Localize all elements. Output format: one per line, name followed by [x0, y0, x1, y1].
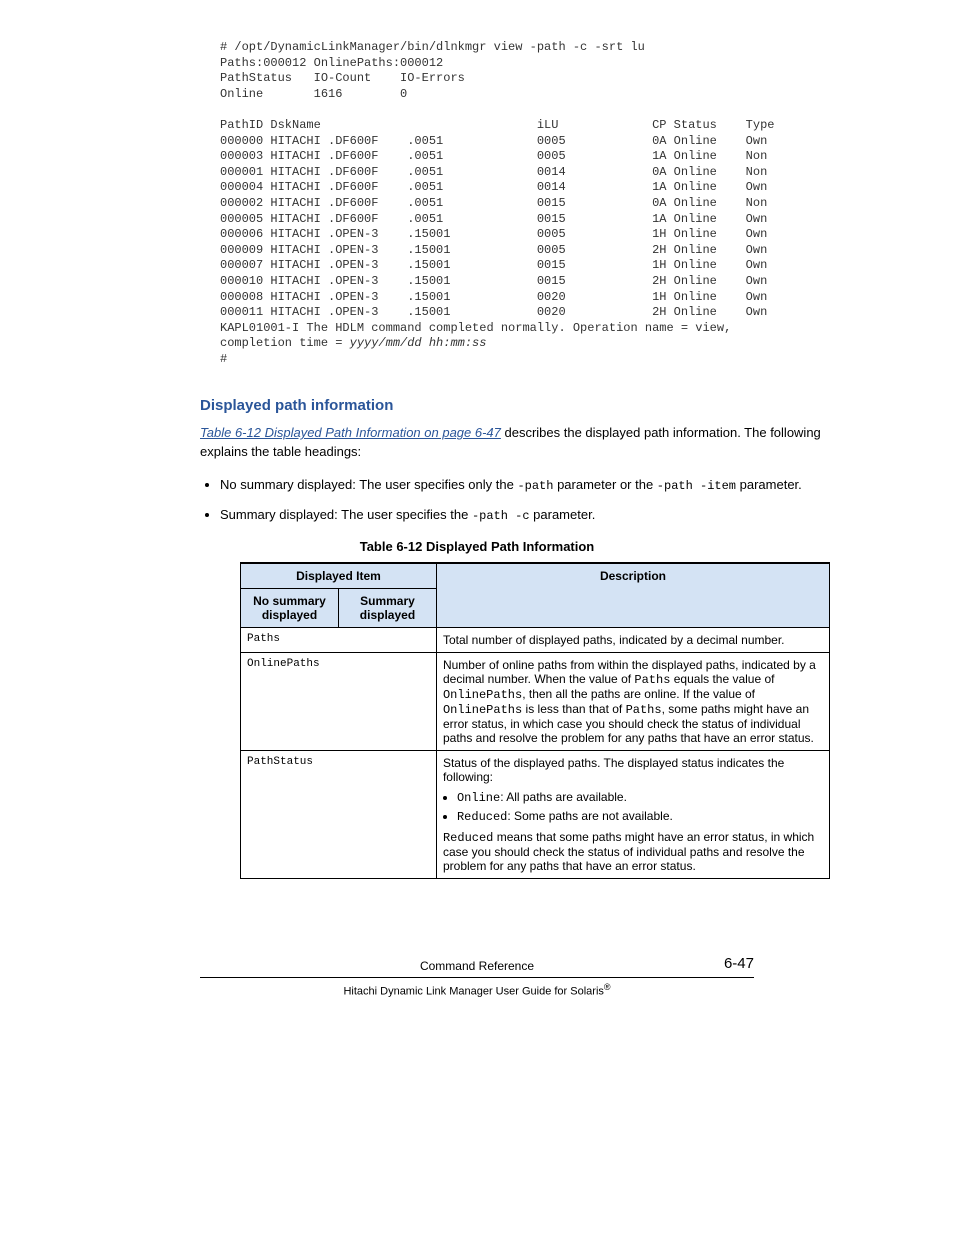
desc-bullet: Online: All paths are available. [457, 790, 823, 805]
inline-code: Reduced [457, 810, 507, 824]
table-row: Paths Total number of displayed paths, i… [241, 627, 830, 652]
inline-code: -path [517, 479, 553, 493]
term-head1: PathStatus IO-Count IO-Errors [220, 71, 465, 85]
section-heading: Displayed path information [200, 397, 894, 414]
inline-code: OnlinePaths [443, 703, 522, 717]
table-reference-link[interactable]: Table 6-12 Displayed Path Information on… [200, 425, 501, 440]
bullet-text: parameter. [530, 507, 596, 522]
td-item: PathStatus [241, 750, 437, 878]
bullet-text: parameter or the [553, 477, 656, 492]
term-row: 000009 HITACHI .OPEN-3 .15001 0005 2H On… [220, 243, 767, 257]
path-info-table: Displayed Item Description No summary di… [240, 562, 830, 879]
desc-after: Reduced means that some paths might have… [443, 830, 823, 873]
desc-text: is less than that of [522, 702, 625, 716]
inline-code: -path -item [657, 479, 736, 493]
td-item: Paths [241, 627, 437, 652]
td-desc: Total number of displayed paths, indicat… [436, 627, 829, 652]
footer-product: Hitachi Dynamic Link Manager User Guide … [60, 982, 894, 998]
term-row: 000008 HITACHI .OPEN-3 .15001 0020 1H On… [220, 290, 767, 304]
term-row: 000005 HITACHI .DF600F .0051 0015 1A Onl… [220, 212, 767, 226]
td-item: OnlinePaths [241, 652, 437, 750]
desc-text: : Some paths are not available. [507, 809, 672, 823]
term-completion2-time: yyyy/mm/dd hh:mm:ss [350, 336, 487, 350]
table-row: PathStatus Status of the displayed paths… [241, 750, 830, 878]
inline-code: Online [457, 791, 500, 805]
term-completion: KAPL01001-I The HDLM command completed n… [220, 321, 731, 335]
bullet-list: No summary displayed: The user specifies… [220, 475, 834, 525]
desc-text: equals the value of [670, 672, 774, 686]
term-row: 000002 HITACHI .DF600F .0051 0015 0A Onl… [220, 196, 767, 210]
term-paths: Paths:000012 OnlinePaths:000012 [220, 56, 443, 70]
th-summary: Summary displayed [338, 588, 436, 627]
term-row: 000010 HITACHI .OPEN-3 .15001 0015 2H On… [220, 274, 767, 288]
table-row: OnlinePaths Number of online paths from … [241, 652, 830, 750]
terminal-output: # /opt/DynamicLinkManager/bin/dlnkmgr vi… [220, 40, 894, 367]
term-colhead: PathID DskName iLU CP Status Type [220, 118, 775, 132]
term-row: 000006 HITACHI .OPEN-3 .15001 0005 1H On… [220, 227, 767, 241]
desc-text: means that some paths might have an erro… [443, 830, 814, 873]
bullet-item: Summary displayed: The user specifies th… [220, 505, 834, 525]
term-row: 000011 HITACHI .OPEN-3 .15001 0020 2H On… [220, 305, 767, 319]
footer-section: Command Reference [420, 959, 534, 973]
th-no-summary: No summary displayed [241, 588, 339, 627]
bullet-text: Summary displayed: The user specifies th… [220, 507, 472, 522]
desc-text: , then all the paths are online. If the … [522, 687, 755, 701]
desc-bullet: Reduced: Some paths are not available. [457, 809, 823, 824]
desc-text: : All paths are available. [500, 790, 627, 804]
table-caption: Table 6-12 Displayed Path Information [60, 539, 894, 554]
footer-page-number: 6-47 [724, 955, 754, 972]
desc-bullet-list: Online: All paths are available. Reduced… [457, 790, 823, 824]
td-desc: Number of online paths from within the d… [436, 652, 829, 750]
inline-code: OnlinePaths [443, 688, 522, 702]
term-row: 000003 HITACHI .DF600F .0051 0005 1A Onl… [220, 149, 767, 163]
th-description: Description [436, 563, 829, 628]
inline-code: Paths [634, 673, 670, 687]
bullet-text: parameter. [736, 477, 802, 492]
term-row: 000001 HITACHI .DF600F .0051 0014 0A Onl… [220, 165, 767, 179]
bullet-item: No summary displayed: The user specifies… [220, 475, 834, 495]
inline-code: Reduced [443, 831, 493, 845]
td-desc: Status of the displayed paths. The displ… [436, 750, 829, 878]
bullet-text: No summary displayed: The user specifies… [220, 477, 517, 492]
term-prompt: # [220, 352, 227, 366]
registered-mark: ® [604, 982, 611, 992]
term-completion2-pre: completion time = [220, 336, 350, 350]
term-sum1: Online 1616 0 [220, 87, 407, 101]
intro-paragraph: Table 6-12 Displayed Path Information on… [200, 424, 834, 460]
term-row: 000007 HITACHI .OPEN-3 .15001 0015 1H On… [220, 258, 767, 272]
desc-intro: Status of the displayed paths. The displ… [443, 756, 823, 784]
term-row: 000004 HITACHI .DF600F .0051 0014 1A Onl… [220, 180, 767, 194]
inline-code: -path -c [472, 509, 530, 523]
inline-code: Paths [626, 703, 662, 717]
term-row: 000000 HITACHI .DF600F .0051 0005 0A Onl… [220, 134, 767, 148]
term-cmd: # /opt/DynamicLinkManager/bin/dlnkmgr vi… [220, 40, 645, 54]
page-footer: Command Reference 6-47 Hitachi Dynamic L… [60, 959, 894, 998]
th-displayed-item: Displayed Item [241, 563, 437, 589]
